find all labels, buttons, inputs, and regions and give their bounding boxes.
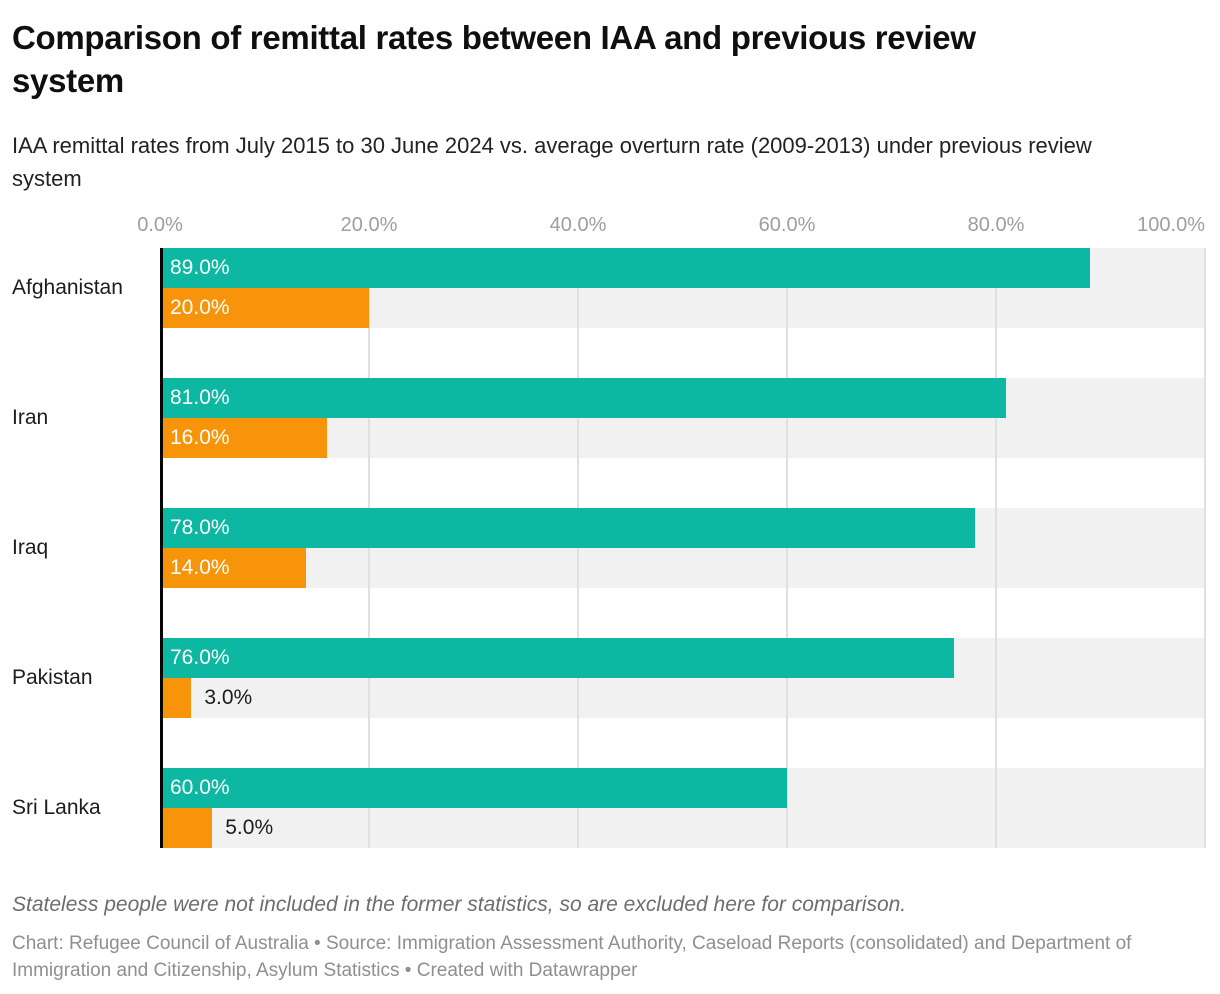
bar-chart: 0.0% 20.0% 40.0% 60.0% 80.0% 100.0% 89.0% 20.0…: [0, 214, 1220, 848]
x-tick-label: 100.0%: [1137, 214, 1205, 236]
chart-header: Comparison of remittal rates between IAA…: [0, 16, 1220, 195]
category-label: Pakistan: [12, 666, 93, 689]
x-tick-label: 40.0%: [549, 214, 607, 236]
category-row: 78.0% 14.0% Iraq: [12, 508, 1205, 638]
x-axis: 0.0% 20.0% 40.0% 60.0% 80.0% 100.0%: [137, 214, 1205, 248]
bar-value-label: 20.0%: [170, 296, 230, 319]
y-axis-line: [160, 248, 163, 848]
bar-value-label: 3.0%: [204, 686, 253, 709]
x-tick-label: 20.0%: [340, 214, 398, 236]
category-row: 60.0% 5.0% Sri Lanka: [12, 768, 1205, 848]
previous-bar: 16.0%: [160, 418, 328, 458]
bar-value-label: 5.0%: [225, 816, 274, 839]
gridline: [995, 248, 997, 848]
category-label: Sri Lanka: [12, 796, 101, 819]
gridline: [786, 248, 788, 848]
category-row: 81.0% 16.0% Iran: [12, 378, 1205, 508]
previous-bar: 14.0%: [160, 548, 307, 588]
category-row: 89.0% 20.0% Afghanistan: [12, 248, 1205, 378]
previous-bar: 20.0%: [160, 288, 369, 328]
chart-subtitle: IAA remittal rates from July 2015 to 30 …: [12, 133, 1092, 191]
credits-line: Chart: Refugee Council of Australia • So…: [12, 933, 1132, 981]
previous-bar: 3.0%: [160, 678, 252, 718]
bar-value-label: 14.0%: [170, 556, 230, 579]
iaa-bar: 89.0%: [160, 248, 1091, 288]
bar-value-label: 60.0%: [170, 776, 230, 799]
iaa-bar: 78.0%: [160, 508, 976, 548]
category-label: Iran: [12, 406, 49, 429]
plot-area: 89.0% 20.0% Afghanistan 81.0% 16.0% Iran 78.0%…: [12, 248, 1206, 848]
previous-bar: 5.0%: [160, 808, 273, 848]
bar-value-label: 78.0%: [170, 516, 230, 539]
gridline: [1204, 248, 1206, 848]
gridline: [368, 248, 370, 848]
x-tick-label: 0.0%: [137, 214, 183, 236]
category-label: Afghanistan: [12, 276, 123, 299]
chart-title: Comparison of remittal rates between IAA…: [12, 19, 976, 99]
iaa-bar: 60.0%: [160, 768, 787, 808]
bar-value-label: 16.0%: [170, 426, 230, 449]
category-label: Iraq: [12, 536, 49, 559]
chart-footer: Stateless people were not included in th…: [0, 893, 1220, 984]
bar-value-label: 81.0%: [170, 386, 230, 409]
bar-value-label: 89.0%: [170, 256, 230, 279]
x-tick-label: 60.0%: [758, 214, 816, 236]
iaa-bar: 81.0%: [160, 378, 1007, 418]
bar-value-label: 76.0%: [170, 646, 230, 669]
category-row: 76.0% 3.0% Pakistan: [12, 638, 1205, 768]
gridline: [577, 248, 579, 848]
x-tick-label: 80.0%: [967, 214, 1025, 236]
footnote: Stateless people were not included in th…: [12, 893, 907, 916]
iaa-bar: 76.0%: [160, 638, 955, 678]
